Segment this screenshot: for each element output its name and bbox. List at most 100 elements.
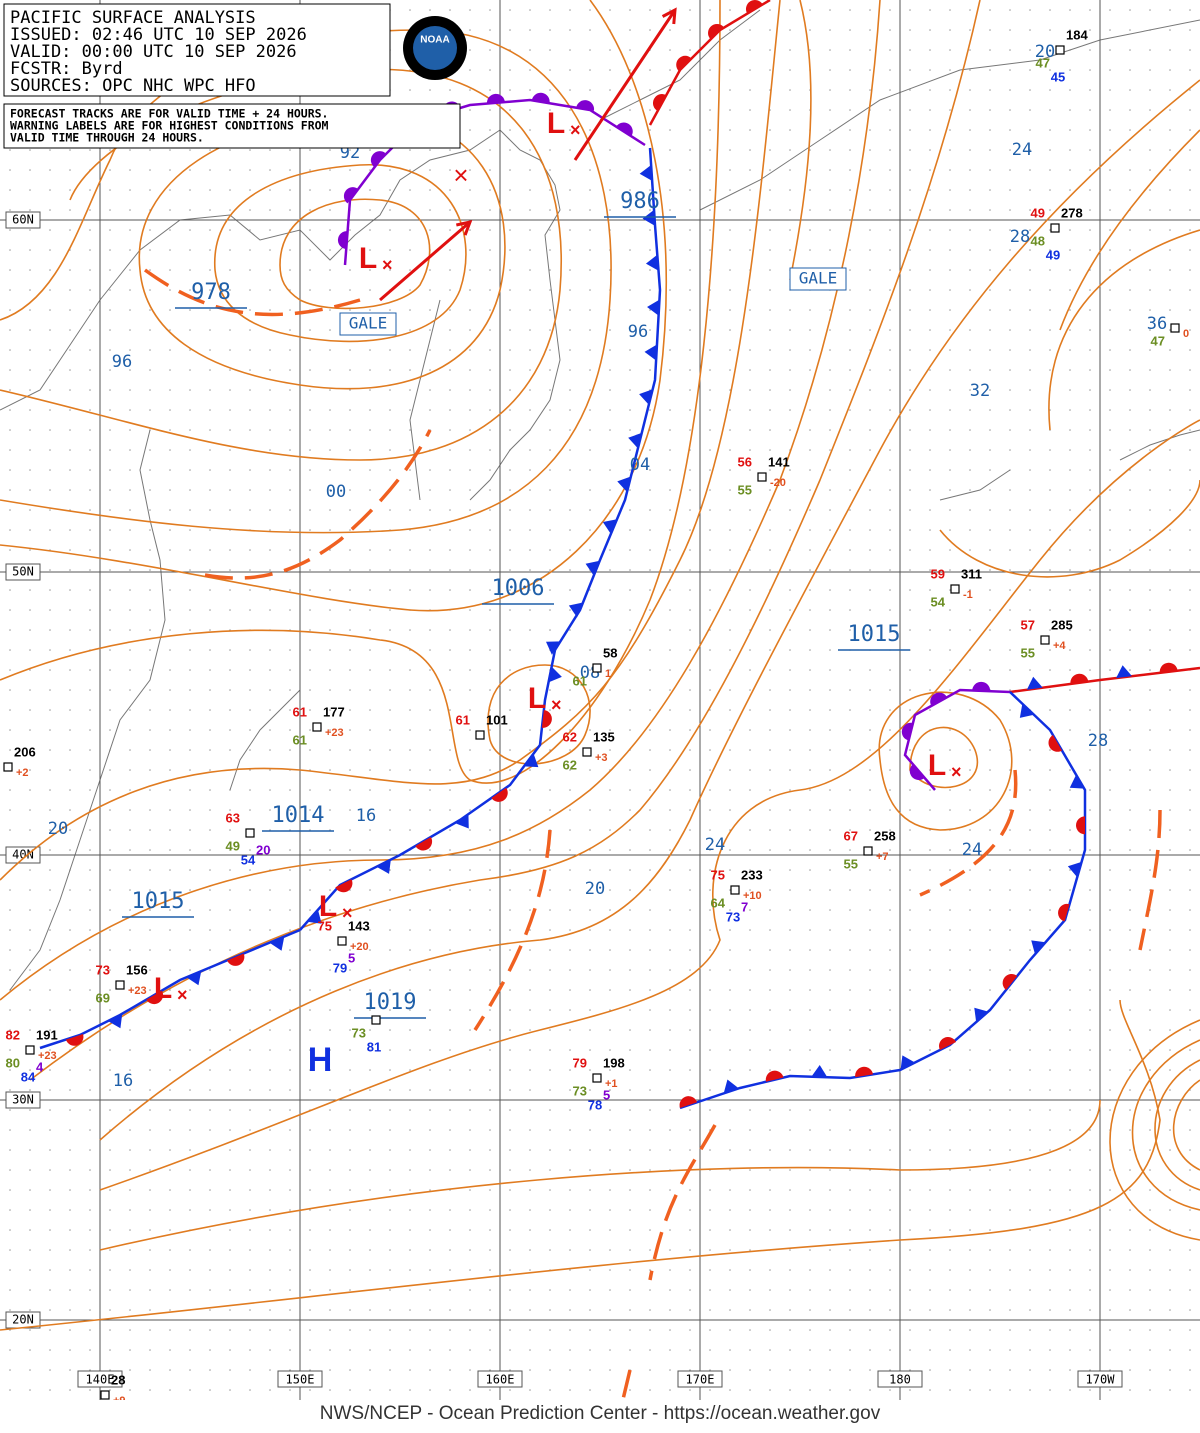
station-marker (115, 980, 125, 990)
station-tendency: +2 (16, 767, 29, 779)
coastlines (0, 9, 1200, 991)
station-dew-point: 73 (352, 1025, 366, 1040)
cold-front-pip (602, 519, 617, 534)
isobar-label: 96 (628, 322, 648, 342)
lat-label-box (5, 211, 41, 229)
warm-front-pip (972, 681, 991, 692)
station-dew-point: 49 (226, 838, 240, 853)
station-air-temp: 82 (6, 1027, 20, 1042)
station-dew-point: 69 (96, 990, 110, 1005)
warm-front-pip (765, 1070, 784, 1082)
low-x: × (382, 255, 393, 275)
notes-box (3, 103, 461, 149)
isobar-label: 20 (585, 879, 605, 899)
header-line: PACIFIC SURFACE ANALYSIS (10, 8, 256, 28)
warm-front-pip (531, 92, 550, 104)
cold-front-pip (107, 1013, 123, 1029)
cold-front-pip (645, 254, 659, 271)
cold-front-pip (811, 1064, 828, 1078)
warm-front-pip (486, 93, 505, 104)
station-air-temp: 49 (1031, 205, 1045, 220)
station-air-temp: 56 (738, 454, 752, 469)
isobar-label: 16 (356, 806, 376, 826)
front-line (648, 0, 771, 126)
low-x: × (951, 762, 962, 782)
warm-front-pip (679, 1096, 698, 1108)
warm-front-pip (1002, 973, 1018, 990)
lon-label-box (77, 1370, 123, 1388)
station-marker (100, 1390, 110, 1400)
station-marker (337, 936, 347, 946)
header-line: SOURCES: OPC NHC WPC HFO (10, 76, 256, 96)
station-marker (1050, 223, 1060, 233)
station-pressure: 156 (126, 962, 148, 977)
station-sea-temp: 54 (241, 852, 256, 867)
station-pressure: 143 (348, 918, 370, 933)
forecast-track (379, 220, 471, 302)
warm-front-pip (227, 953, 245, 966)
isobar-label: 96 (112, 352, 132, 372)
station-marker (25, 1045, 35, 1055)
isobar-label: 20 (1035, 42, 1055, 62)
station-sea-temp: 81 (367, 1039, 381, 1054)
station-pressure: 191 (36, 1027, 58, 1042)
station-tendency: -20 (770, 477, 786, 489)
header-line: ISSUED: 02:46 UTC 10 SEP 2026 (10, 25, 307, 45)
lon-label-box (1077, 1370, 1123, 1388)
station-pressure: 278 (1061, 205, 1083, 220)
station-marker (592, 1073, 602, 1083)
station-dew-point: 55 (738, 482, 752, 497)
station-pressure: 177 (323, 704, 345, 719)
station-dew-point: 47 (1036, 55, 1050, 70)
station-air-temp: 63 (226, 810, 240, 825)
cold-front-pip (617, 476, 631, 493)
isobar (1131, 1039, 1200, 1211)
trough (919, 769, 1018, 897)
isobar (1154, 1059, 1200, 1191)
station-sea-temp: 78 (588, 1097, 602, 1112)
station-marker (950, 584, 960, 594)
station-dew-point: 64 (711, 895, 726, 910)
isobar-label: 28 (1088, 731, 1108, 751)
pressure-label: 1019 (364, 990, 417, 1015)
station-marker (582, 747, 592, 757)
lon-label-box (277, 1370, 323, 1388)
pressure-label: 986 (620, 189, 660, 214)
warm-front-pip (652, 94, 667, 111)
warm-front-pip (491, 787, 508, 802)
cold-front-pip (376, 859, 391, 874)
header-line: VALID: 00:00 UTC 10 SEP 2026 (10, 42, 297, 62)
isobar-label: 36 (1147, 314, 1167, 334)
pressure-label: 1006 (492, 576, 545, 601)
low-center: L (319, 890, 337, 923)
station-air-temp: 75 (711, 867, 725, 882)
station-air-temp: 61 (456, 712, 470, 727)
footer: NWS/NCEP - Ocean Prediction Center - htt… (320, 1403, 881, 1424)
station-pressure: 198 (603, 1055, 625, 1070)
cold-front-pip (1031, 940, 1046, 955)
isobar (1048, 229, 1200, 431)
isobar (99, 1099, 1101, 1251)
isobar (0, 0, 721, 784)
station-air-temp: 73 (96, 962, 110, 977)
isobar (1172, 1079, 1200, 1171)
station-wave: 4 (36, 1059, 44, 1074)
station-marker (730, 885, 740, 895)
warm-front-pip (616, 122, 633, 137)
station-marker (3, 762, 13, 772)
isobar-label: 00 (326, 482, 346, 502)
cold-front-pip (1116, 665, 1132, 679)
station-marker (863, 846, 873, 856)
isobar (0, 29, 612, 534)
isobar-label: 24 (705, 835, 725, 855)
station-dew-point: 61 (293, 732, 307, 747)
station-marker (312, 722, 322, 732)
pressure-label: 1014 (272, 803, 325, 828)
low-center: L (359, 242, 377, 275)
station-dew-point: 80 (6, 1055, 20, 1070)
warm-front-pip (335, 879, 353, 893)
warning-label: GALE (349, 314, 388, 333)
notes: FORECAST TRACKS ARE FOR VALID TIME + 24 … (10, 107, 329, 145)
pressure-label: 1015 (132, 889, 185, 914)
